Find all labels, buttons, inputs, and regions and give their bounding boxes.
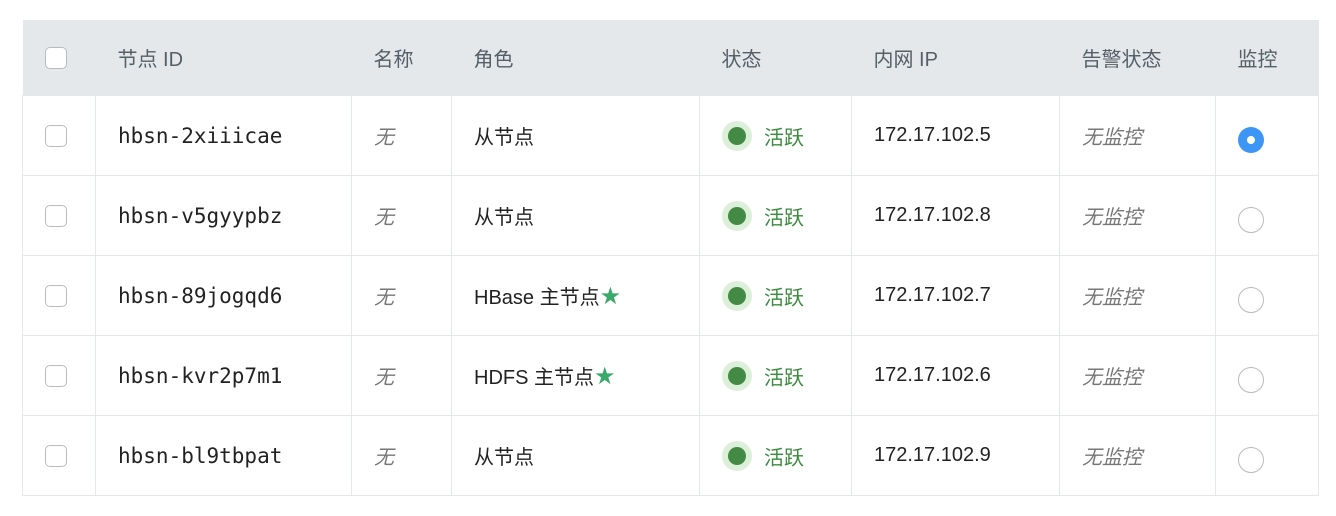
status-dot-icon [722,200,752,231]
star-icon: ★ [594,362,616,390]
node-role: 从节点 [474,207,534,229]
monitor-radio[interactable] [1238,446,1264,473]
node-role: 从节点 [474,447,534,469]
table-row: hbsn-89jogqd6 无 HBase 主节点★ 活跃 172.17.102… [22,255,1319,336]
node-id: hbsn-bl9tbpat [95,415,352,496]
node-status: 活跃 [764,447,804,469]
header-id: 节点 ID [95,20,352,96]
alert-status: 无监控 [1059,95,1216,176]
node-ip: 172.17.102.5 [851,95,1060,176]
header-role: 角色 [451,20,700,96]
status-dot-icon [722,120,752,151]
monitor-radio[interactable] [1238,206,1264,233]
status-dot-icon [722,360,752,391]
status-dot-icon [722,280,752,311]
node-id: hbsn-v5gyypbz [95,175,352,256]
node-role: HBase 主节点 [474,286,600,309]
header-name: 名称 [351,20,452,96]
status-dot-icon [722,440,752,471]
table-row: hbsn-kvr2p7m1 无 HDFS 主节点★ 活跃 172.17.102.… [22,335,1319,416]
node-name: 无 [351,335,452,416]
monitor-radio[interactable] [1238,126,1264,153]
row-checkbox[interactable] [45,284,67,307]
alert-status: 无监控 [1059,175,1216,256]
node-ip: 172.17.102.7 [851,255,1060,336]
node-id: hbsn-2xiiicae [95,95,352,176]
node-status: 活跃 [764,287,804,309]
header-monitor: 监控 [1215,20,1319,96]
node-id: hbsn-89jogqd6 [95,255,352,336]
alert-status: 无监控 [1059,255,1216,336]
star-icon: ★ [599,282,622,310]
row-checkbox[interactable] [45,204,67,227]
node-status: 活跃 [764,207,804,229]
select-all-checkbox[interactable] [44,46,67,69]
table-row: hbsn-bl9tbpat 无 从节点 活跃 172.17.102.9 无监控 [22,415,1319,496]
header-ip: 内网 IP [851,20,1060,96]
node-name: 无 [351,175,452,256]
table-row: hbsn-2xiiicae 无 从节点 活跃 172.17.102.5 无监控 [22,95,1319,176]
header-status: 状态 [699,20,852,96]
node-ip: 172.17.102.8 [851,175,1060,256]
table-row: hbsn-v5gyypbz 无 从节点 活跃 172.17.102.8 无监控 [22,175,1319,256]
monitor-radio[interactable] [1238,366,1264,393]
header-alert: 告警状态 [1059,20,1216,96]
alert-status: 无监控 [1059,335,1216,416]
row-checkbox[interactable] [45,444,67,467]
node-status: 活跃 [764,127,804,149]
header-row: 节点 ID 名称 角色 状态 内网 IP 告警状态 监控 [22,20,1319,96]
row-checkbox[interactable] [45,124,67,147]
node-role: HDFS 主节点 [474,366,594,389]
alert-status: 无监控 [1059,415,1216,496]
node-ip: 172.17.102.6 [851,335,1060,416]
node-name: 无 [351,415,452,496]
node-role: 从节点 [474,127,534,149]
monitor-radio[interactable] [1238,286,1264,313]
node-ip: 172.17.102.9 [851,415,1060,496]
node-id: hbsn-kvr2p7m1 [95,335,352,416]
nodes-table: 节点 ID 名称 角色 状态 内网 IP 告警状态 监控 hbsn-2xiiic… [22,20,1319,496]
node-name: 无 [351,255,452,336]
row-checkbox[interactable] [45,364,67,387]
node-name: 无 [351,95,452,176]
node-status: 活跃 [764,367,804,389]
